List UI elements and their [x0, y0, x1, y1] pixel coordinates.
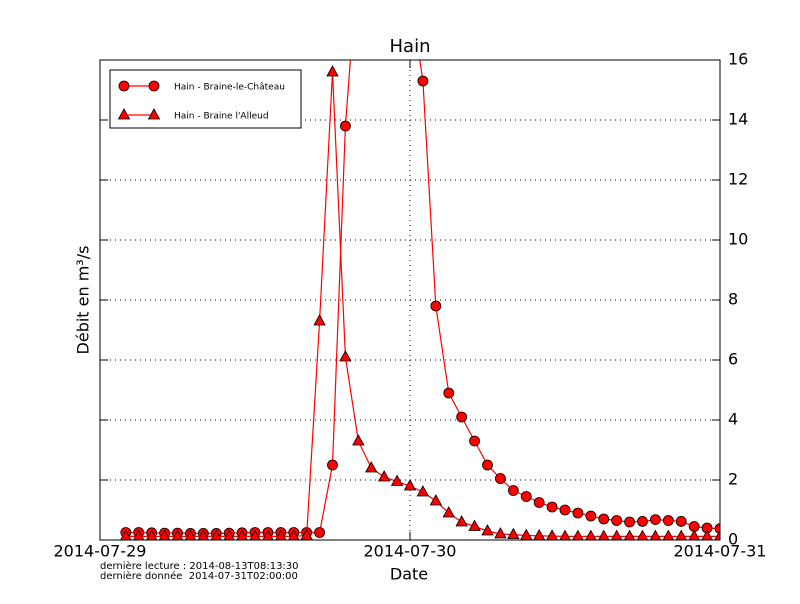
marker [313, 314, 326, 326]
y-tick-label: 4 [728, 410, 738, 429]
plot-frame [99, 59, 721, 541]
legend-marker [117, 108, 131, 120]
x-tick-label: 2014-07-29 [54, 542, 147, 561]
legend-marker [148, 80, 160, 92]
marker [520, 528, 533, 540]
legend-box [109, 69, 302, 129]
marker [339, 350, 352, 362]
marker [416, 485, 430, 497]
marker [223, 529, 235, 540]
marker [520, 491, 532, 502]
marker [598, 513, 610, 525]
marker [495, 473, 506, 484]
marker [184, 529, 197, 540]
marker [649, 529, 662, 540]
marker [585, 529, 597, 540]
marker [611, 515, 623, 526]
marker [145, 529, 158, 540]
marker [429, 494, 443, 506]
marker [377, 470, 391, 482]
marker [636, 529, 649, 540]
x-axis-label: Date [390, 565, 428, 584]
marker [443, 387, 455, 399]
legend-marker [147, 108, 161, 120]
marker [662, 515, 674, 526]
y-tick-label: 8 [728, 290, 738, 309]
marker [624, 516, 635, 528]
marker [598, 529, 610, 540]
y-tick-label: 2 [728, 470, 738, 489]
marker [675, 516, 687, 527]
legend-label: Hain - Braine-le-Château [174, 83, 285, 93]
marker [352, 434, 365, 446]
marker [314, 527, 325, 538]
annotation: dernière lecture : 2014-08-13T08:13:30 [100, 560, 299, 572]
marker [701, 529, 713, 540]
marker [610, 529, 623, 540]
y-axis-label: Débit en m³/s [74, 246, 93, 355]
marker [546, 501, 558, 513]
marker [714, 529, 720, 540]
plot-area [120, 60, 720, 540]
marker [469, 435, 480, 447]
x-tick-label: 2014-07-30 [364, 542, 457, 561]
chart-title: Hain [390, 36, 431, 57]
marker [120, 529, 132, 540]
annotation: dernière donnée 2014-07-31T02:00:00 [100, 570, 298, 582]
marker [403, 479, 417, 491]
marker [197, 529, 210, 540]
y-tick-label: 12 [728, 170, 748, 189]
marker [714, 523, 720, 534]
marker [133, 529, 145, 540]
y-tick-label: 6 [728, 350, 738, 369]
marker [468, 519, 481, 531]
marker [430, 300, 442, 312]
marker [623, 529, 636, 540]
x-tick-label: 2014-07-31 [674, 542, 767, 561]
marker [455, 515, 468, 527]
marker [688, 529, 700, 540]
marker [327, 459, 338, 471]
legend-marker [118, 80, 130, 92]
marker [481, 524, 494, 536]
marker [494, 527, 507, 539]
y-tick-label: 14 [728, 110, 748, 129]
marker [507, 485, 519, 496]
marker [390, 474, 404, 486]
marker [210, 529, 222, 540]
marker [533, 497, 545, 508]
marker [546, 529, 558, 540]
y-tick-label: 10 [728, 230, 748, 249]
marker [171, 529, 184, 540]
series-line [125, 71, 720, 537]
marker [585, 510, 597, 522]
marker [158, 529, 171, 540]
y-tick-label: 16 [728, 50, 748, 69]
marker [559, 529, 571, 540]
marker [662, 529, 675, 540]
marker [326, 65, 339, 77]
marker [533, 528, 546, 540]
marker [507, 527, 520, 539]
marker [365, 461, 378, 473]
marker [456, 411, 468, 423]
marker [288, 529, 300, 540]
marker [442, 506, 455, 518]
legend-label: Hain - Braine l'Alleud [174, 112, 269, 122]
marker [482, 459, 493, 471]
marker [249, 529, 261, 540]
marker [572, 529, 584, 540]
marker [572, 507, 584, 519]
marker [262, 529, 274, 540]
marker [417, 75, 429, 87]
marker [559, 504, 571, 516]
marker [675, 529, 687, 540]
marker [236, 529, 248, 540]
marker [340, 120, 351, 132]
marker [637, 516, 648, 527]
marker [650, 514, 661, 525]
y-tick-label: 0 [728, 530, 738, 549]
marker [275, 529, 287, 540]
